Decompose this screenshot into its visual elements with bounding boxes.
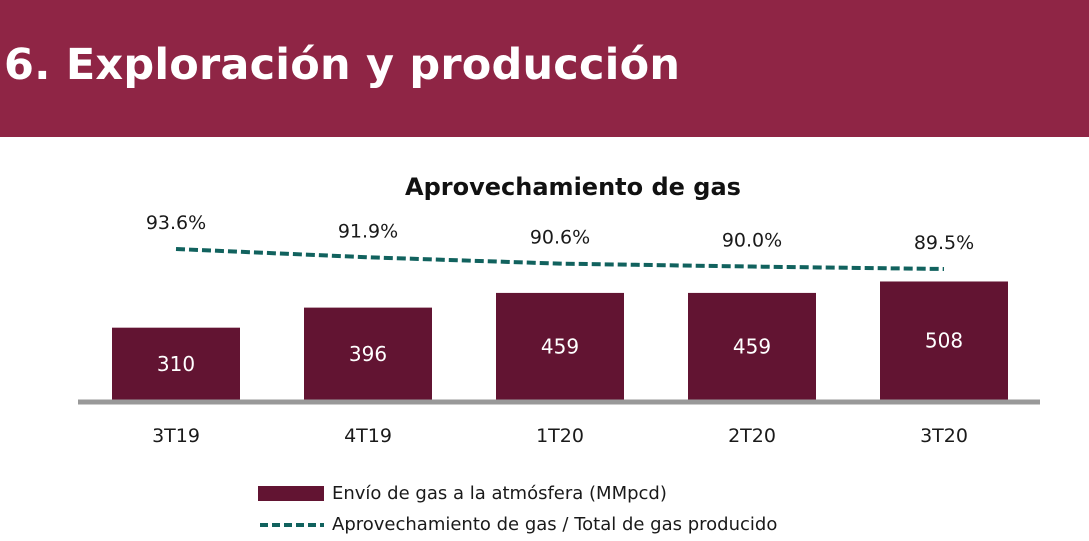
line-value-label: 93.6% bbox=[146, 212, 206, 234]
line-value-label: 91.9% bbox=[338, 220, 398, 242]
category-label: 4T19 bbox=[344, 425, 392, 447]
legend-item-bars: Envío de gas a la atmósfera (MMpcd) bbox=[258, 478, 777, 509]
line-value-label: 90.6% bbox=[530, 227, 590, 249]
chart-title: Aprovechamiento de gas bbox=[405, 173, 741, 201]
legend-item-line: Aprovechamiento de gas / Total de gas pr… bbox=[258, 509, 777, 540]
legend-bar-label: Envío de gas a la atmósfera (MMpcd) bbox=[332, 483, 667, 504]
bar-3T19 bbox=[112, 327, 240, 400]
gas-chart: Aprovechamiento de gas 310 396 459 459 508 9… bbox=[78, 173, 1040, 447]
bar-3T20 bbox=[880, 281, 1008, 400]
line-value-label: 89.5% bbox=[914, 232, 974, 254]
line-value-label: 90.0% bbox=[722, 230, 782, 252]
bar-value-label: 396 bbox=[349, 342, 387, 366]
category-label: 1T20 bbox=[536, 425, 584, 447]
line-group: 93.6% 91.9% 90.6% 90.0% 89.5% bbox=[146, 212, 974, 271]
header-banner: 6. Exploración y producción bbox=[0, 0, 1089, 137]
page-title: 6. Exploración y producción bbox=[4, 40, 681, 90]
legend-line-label: Aprovechamiento de gas / Total de gas pr… bbox=[332, 514, 778, 535]
legend-bar-swatch bbox=[258, 486, 324, 501]
bar-4T19 bbox=[304, 307, 432, 400]
line-series bbox=[175, 247, 945, 271]
bar-1T20 bbox=[496, 292, 624, 400]
legend: Envío de gas a la atmósfera (MMpcd) Apro… bbox=[258, 478, 777, 540]
bar-group: 310 396 459 459 508 bbox=[112, 281, 1008, 400]
bar-2T20 bbox=[688, 292, 816, 400]
legend-line-swatch bbox=[258, 517, 324, 532]
bar-value-label: 508 bbox=[925, 329, 963, 353]
category-label: 2T20 bbox=[728, 425, 776, 447]
category-label: 3T20 bbox=[920, 425, 968, 447]
bar-value-label: 459 bbox=[541, 334, 579, 358]
bar-value-label: 459 bbox=[733, 334, 771, 358]
bar-value-label: 310 bbox=[157, 352, 195, 376]
category-label: 3T19 bbox=[152, 425, 200, 447]
category-labels: 3T19 4T19 1T20 2T20 3T20 bbox=[152, 425, 968, 447]
